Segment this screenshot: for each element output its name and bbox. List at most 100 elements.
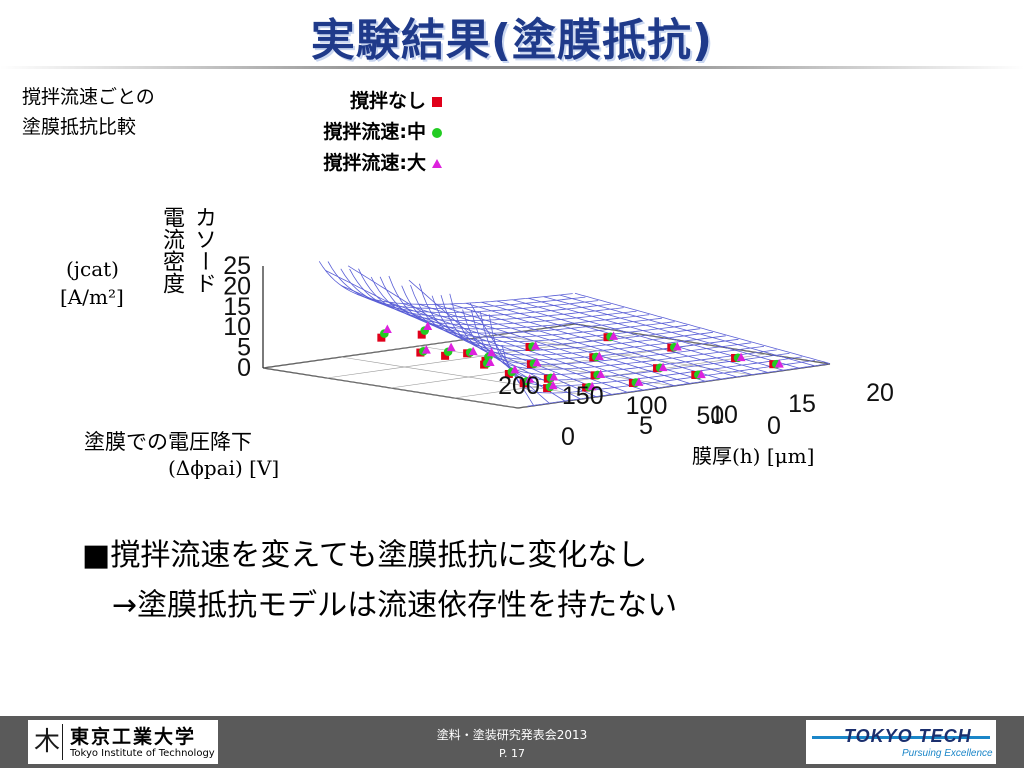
mesh-line	[440, 294, 726, 356]
data-point-triangle	[382, 324, 392, 333]
logo-right-main: TOKYO TECH	[844, 726, 972, 746]
bullet-point-1: ■撹拌流速を変えても塗膜抵抗に変化なし	[82, 538, 648, 573]
y-tick-label: 10	[710, 401, 738, 429]
legend-circle-marker	[432, 127, 442, 138]
z-axis-symbol: (jcat)	[66, 257, 119, 281]
mesh-line	[527, 363, 828, 407]
data-point-triangle	[549, 372, 559, 381]
z-axis-unit: [A/m²]	[60, 285, 124, 309]
data-point-triangle	[468, 346, 478, 356]
mesh-line	[543, 296, 799, 369]
data-point-triangle	[587, 381, 597, 391]
x-tick-label: 0	[767, 412, 781, 440]
y-tick-label: 20	[866, 379, 894, 407]
z-tick-label: 25	[223, 252, 251, 280]
x-axis-symbol: (Δϕpai) [V]	[168, 456, 280, 480]
mesh-line	[512, 299, 768, 373]
x-tick-label: 200	[498, 372, 540, 400]
legend-entry-high: 撹拌流速:大	[262, 148, 442, 179]
legend-label-none: 撹拌なし	[349, 90, 426, 112]
tokyo-tech-logo-right: TOKYO TECH Pursuing Excellence	[806, 720, 996, 764]
data-point-square	[377, 333, 386, 342]
mesh-line	[471, 310, 764, 370]
data-point-triangle	[446, 342, 456, 352]
mesh-line	[358, 268, 624, 321]
chart-caption: 撹拌流速ごとの 塗膜抵抗比較	[22, 82, 155, 142]
z-tick-label: 20	[223, 272, 251, 300]
slide-title: 実験結果(塗膜抵抗)	[310, 15, 714, 66]
y-tick-label: 5	[639, 412, 653, 440]
footer-page-number: P. 17	[499, 747, 525, 760]
mesh-line	[574, 292, 831, 364]
data-point-triangle	[548, 380, 558, 390]
legend-label-mid: 撹拌流速:中	[323, 121, 426, 143]
data-point-triangle	[525, 374, 535, 383]
z-tick-label: 15	[223, 293, 251, 321]
title-underline	[0, 66, 1024, 69]
logo-left-en: Tokyo Institute of Technology	[70, 748, 215, 759]
data-point-triangle	[658, 362, 668, 372]
data-point-triangle	[594, 351, 604, 361]
z-tick-label: 10	[223, 313, 251, 341]
data-point-triangle	[634, 377, 644, 386]
caption-line-2: 塗膜抵抗比較	[22, 116, 137, 138]
logo-right-sub: Pursuing Excellence	[902, 748, 993, 759]
legend-square-marker	[432, 96, 442, 107]
x-axis-label: 塗膜での電圧降下	[84, 430, 252, 454]
mesh-line	[418, 303, 675, 386]
mesh-line	[327, 261, 586, 309]
emblem-icon: ⽊	[32, 724, 63, 760]
legend-entry-mid: 撹拌流速:中	[262, 117, 442, 148]
z-axis-label-col1-text: カソード	[191, 206, 216, 294]
chart-legend: 撹拌なし 撹拌流速:中 撹拌流速:大	[262, 86, 442, 179]
mesh-line	[372, 298, 628, 393]
data-point-triangle	[486, 347, 496, 357]
legend-label-high: 撹拌流速:大	[323, 152, 426, 174]
x-tick-label: 50	[696, 402, 724, 430]
mesh-line	[318, 261, 573, 305]
mesh-line	[431, 295, 713, 351]
data-point-triangle	[485, 357, 495, 367]
z-tick-label: 0	[237, 354, 251, 382]
floor-grid-line	[496, 334, 753, 376]
z-axis-label-col2: 電流密度	[158, 206, 184, 301]
x-tick-label: 150	[562, 382, 604, 410]
data-point-triangle	[423, 321, 433, 330]
z-tick-label: 5	[237, 334, 251, 362]
data-point-triangle	[596, 369, 606, 379]
mesh-line	[496, 300, 753, 375]
logo-right-line	[812, 736, 990, 739]
logo-left-jp: 東京工業大学	[70, 726, 197, 748]
x-tick-label: 100	[626, 392, 668, 420]
y-tick-label: 15	[788, 390, 816, 418]
data-points	[377, 321, 784, 393]
data-point-triangle	[532, 357, 542, 367]
titech-logo-left: ⽊ 東京工業大学 Tokyo Institute of Technology	[28, 720, 218, 764]
data-point-triangle	[609, 331, 619, 340]
floor-grid-line	[262, 367, 519, 409]
y-tick-label: 0	[561, 423, 575, 451]
mesh-line	[514, 360, 815, 394]
mesh-line	[469, 302, 534, 406]
mesh-line	[410, 284, 688, 342]
data-point-triangle	[510, 364, 520, 374]
mesh-line	[559, 294, 815, 367]
legend-entry-none: 撹拌なし	[262, 86, 442, 117]
data-point-triangle	[736, 352, 746, 362]
data-point-square	[417, 330, 426, 339]
data-point-triangle	[774, 359, 784, 368]
footer-conference: 塗料・塗装研究発表会2013	[436, 728, 588, 742]
z-axis-label-col1: カソード	[190, 206, 216, 301]
mesh-line	[462, 309, 752, 365]
bullet-point-2: →塗膜抵抗モデルは流速依存性を持たない	[112, 588, 678, 623]
data-point-triangle	[672, 341, 682, 351]
z-axis-label-col2-text: 電流密度	[159, 206, 184, 294]
y-axis-label: 膜厚(h) [μm]	[692, 444, 815, 468]
data-point-triangle	[696, 369, 706, 379]
data-point-square	[441, 351, 450, 360]
floor-grid-line	[340, 356, 597, 398]
legend-triangle-marker	[432, 159, 442, 168]
mesh-line	[465, 302, 721, 380]
